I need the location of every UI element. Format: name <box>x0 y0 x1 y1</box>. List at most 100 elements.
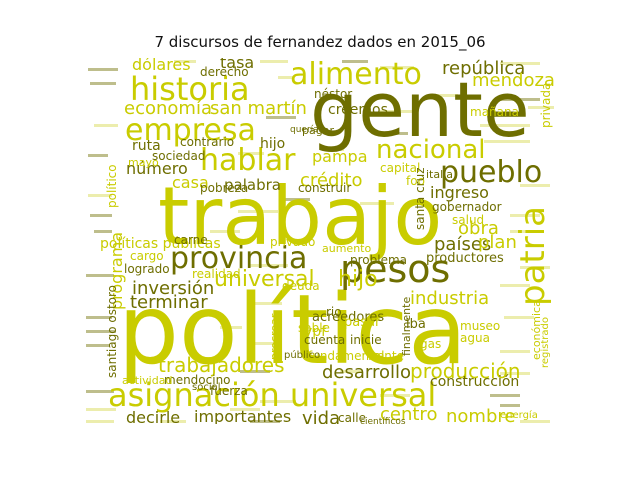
filler-word-mark <box>86 330 116 333</box>
filler-word-mark <box>280 198 310 201</box>
cloud-word: alimento <box>290 58 422 92</box>
cloud-word: terminar <box>130 292 208 313</box>
cloud-word: ingreso <box>430 183 489 202</box>
cloud-word: programa <box>107 232 126 310</box>
cloud-word: historia <box>130 70 250 108</box>
filler-word-mark <box>278 76 294 79</box>
cloud-word: gas <box>420 337 441 351</box>
cloud-word: construcción <box>430 374 519 390</box>
filler-word-mark <box>86 274 114 277</box>
cloud-word: número <box>126 159 188 178</box>
filler-word-mark <box>510 230 544 233</box>
cloud-word: italia <box>426 168 453 181</box>
cloud-word: ruta <box>132 138 161 154</box>
cloud-word: vida <box>302 408 340 424</box>
filler-word-mark <box>326 148 344 151</box>
filler-word-mark <box>88 68 118 71</box>
word-cloud: gente trabajo política asignación universal… <box>80 58 560 424</box>
cloud-word: privado <box>270 235 315 249</box>
cloud-word: crédito <box>300 170 362 191</box>
cloud-word: energía <box>500 409 538 421</box>
filler-word-mark <box>94 230 112 233</box>
cloud-word: trabajo <box>158 170 442 263</box>
cloud-word: registrado <box>540 317 551 368</box>
filler-word-mark <box>484 140 530 143</box>
filler-word-mark <box>88 154 108 157</box>
cloud-word: patria <box>513 206 553 306</box>
cloud-word: pobreza <box>200 181 248 195</box>
cloud-word: construir <box>298 181 351 195</box>
filler-word-mark <box>238 152 264 155</box>
filler-word-mark <box>266 116 296 119</box>
filler-word-mark <box>500 98 540 101</box>
cloud-word: derecho <box>200 65 249 79</box>
cloud-word: trabajadores <box>158 353 285 377</box>
cloud-word: cuenta <box>304 333 345 347</box>
filler-word-mark <box>250 342 278 345</box>
cloud-word: calle <box>338 411 366 424</box>
cloud-word: capital <box>380 161 420 175</box>
filler-word-mark <box>520 420 550 423</box>
cloud-word: problema <box>350 253 407 267</box>
filler-word-mark <box>86 390 114 393</box>
filler-word-mark <box>380 66 414 69</box>
filler-word-mark <box>210 230 240 233</box>
cloud-word: agua <box>460 331 490 345</box>
cloud-word: finalmente <box>400 297 413 356</box>
cloud-word: política <box>118 274 467 386</box>
cloud-word: obra <box>458 218 499 239</box>
cloud-word: público <box>284 349 320 361</box>
cloud-word: logrado <box>124 262 170 276</box>
filler-word-mark <box>248 264 288 267</box>
cloud-word: frente <box>368 349 404 363</box>
filler-word-mark <box>528 106 554 109</box>
cloud-word: foo <box>406 174 425 188</box>
cloud-word: aumento <box>322 242 371 255</box>
cloud-word: desarrollo <box>322 362 411 383</box>
cloud-word: provincia <box>170 241 307 276</box>
cloud-word: economía <box>124 98 212 119</box>
cloud-word: sable <box>298 321 330 335</box>
cloud-word: político <box>105 164 119 208</box>
cloud-word: asignación universal <box>108 376 436 414</box>
cloud-word: pampa <box>312 147 368 166</box>
cloud-word: pueblo <box>440 155 542 190</box>
cloud-word: empresa <box>125 113 256 148</box>
cloud-word: casa <box>172 173 209 192</box>
filler-word-mark <box>500 404 520 407</box>
cloud-word: hablar <box>200 143 296 178</box>
filler-word-mark <box>340 370 362 373</box>
cloud-word: fuerza <box>210 384 248 398</box>
chart-title: 7 discursos de fernandez dados en 2015_0… <box>154 33 486 51</box>
filler-word-mark <box>86 408 116 411</box>
cloud-word: santa cruz <box>413 167 427 230</box>
cloud-word: hijo <box>260 136 285 152</box>
cloud-word: querían <box>290 125 324 135</box>
cloud-word: productores <box>426 251 504 266</box>
filler-word-mark <box>500 350 530 353</box>
filler-word-mark <box>520 266 550 269</box>
cloud-word: inicie <box>350 333 382 347</box>
filler-word-mark <box>88 194 112 197</box>
filler-word-mark <box>380 132 408 135</box>
filler-word-mark <box>240 370 270 373</box>
filler-word-mark <box>500 62 540 65</box>
filler-word-mark <box>260 60 288 63</box>
cloud-word: decirle <box>126 408 180 424</box>
filler-word-mark <box>430 94 458 97</box>
cloud-word: producción <box>410 359 521 383</box>
cloud-word: cargo <box>130 249 164 263</box>
filler-word-mark <box>260 400 296 403</box>
cloud-word: san martín <box>210 98 307 119</box>
cloud-word: tasa <box>220 58 254 72</box>
cloud-word: actividad <box>122 374 172 387</box>
cloud-word: pagar <box>302 124 334 137</box>
filler-word-mark <box>360 202 394 205</box>
cloud-word: museo <box>460 319 500 333</box>
cloud-word: fundamental <box>308 349 384 363</box>
filler-word-mark <box>174 60 196 63</box>
cloud-word: gente <box>310 65 530 154</box>
cloud-word: industria <box>410 288 489 309</box>
cloud-word: ypf <box>304 324 327 340</box>
filler-word-mark <box>230 408 260 411</box>
